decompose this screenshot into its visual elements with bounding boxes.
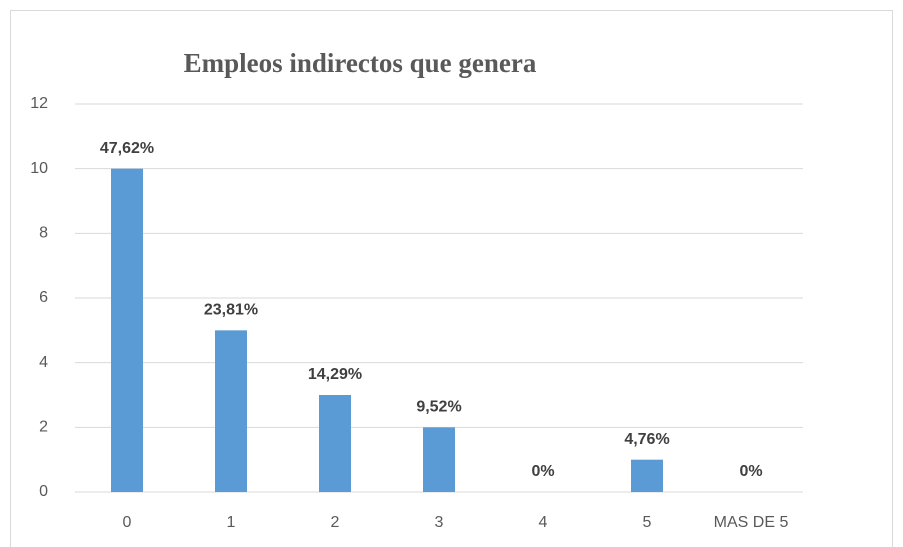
x-tick-label: 1 [227, 514, 236, 531]
y-tick-label: 8 [39, 225, 48, 242]
y-tick-label: 4 [39, 354, 48, 371]
y-tick-label: 10 [30, 160, 48, 177]
x-tick-label: 4 [539, 514, 548, 531]
bar [631, 459, 663, 492]
bar [111, 168, 143, 492]
data-label: 9,52% [416, 399, 461, 416]
bar [319, 395, 351, 492]
data-label: 47,62% [100, 140, 154, 157]
y-tick-label: 0 [39, 483, 48, 500]
data-label: 4,76% [624, 431, 669, 448]
chart-title: Empleos indirectos que genera [184, 48, 537, 78]
x-tick-label: 0 [123, 514, 132, 531]
x-tick-label: 5 [643, 514, 652, 531]
data-label: 0% [531, 463, 554, 480]
x-tick-label: MAS DE 5 [714, 514, 789, 531]
data-label: 0% [739, 463, 762, 480]
y-tick-label: 2 [39, 419, 48, 436]
data-label: 23,81% [204, 302, 258, 319]
bar [215, 330, 247, 492]
y-tick-label: 6 [39, 289, 48, 306]
y-tick-label: 12 [30, 95, 48, 112]
data-label: 14,29% [308, 366, 362, 383]
bar [423, 427, 455, 492]
x-tick-label: 2 [331, 514, 340, 531]
x-tick-label: 3 [435, 514, 444, 531]
